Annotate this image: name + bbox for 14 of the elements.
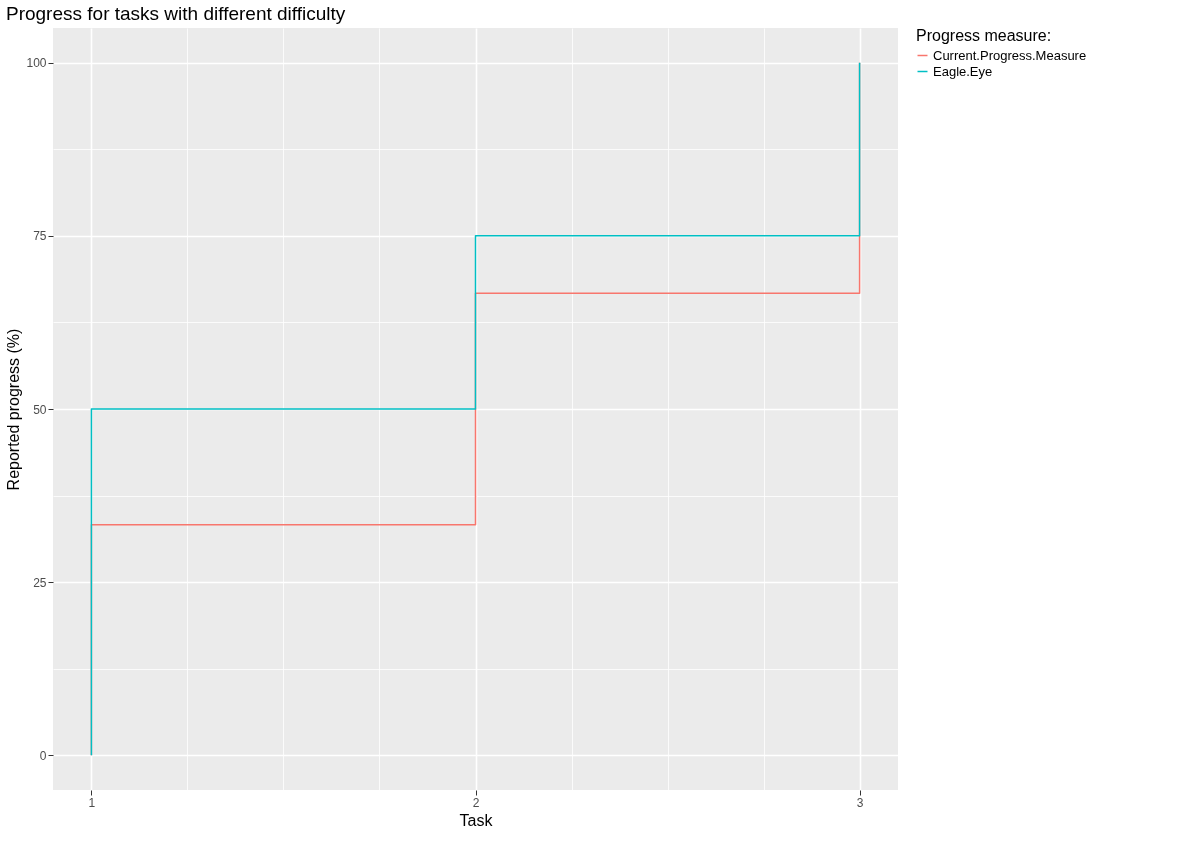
y-tick-label: 100	[26, 56, 47, 71]
x-tick-label: 1	[88, 795, 96, 810]
chart-title: Progress for tasks with different difficulty	[5, 3, 346, 24]
y-axis-title: Reported progress (%)	[5, 328, 23, 491]
legend-label: Current.Progress.Measure	[933, 47, 1087, 63]
y-tick-label: 75	[33, 229, 47, 244]
x-axis-title: Task	[459, 811, 494, 829]
y-tick-label: 0	[39, 748, 47, 763]
y-tick-label: 25	[33, 575, 47, 590]
legend-label: Eagle.Eye	[933, 63, 993, 79]
legend-title: Progress measure:	[916, 27, 1052, 44]
x-tick-label: 2	[472, 795, 480, 810]
y-tick-label: 50	[33, 402, 47, 417]
x-tick-label: 3	[856, 795, 864, 810]
